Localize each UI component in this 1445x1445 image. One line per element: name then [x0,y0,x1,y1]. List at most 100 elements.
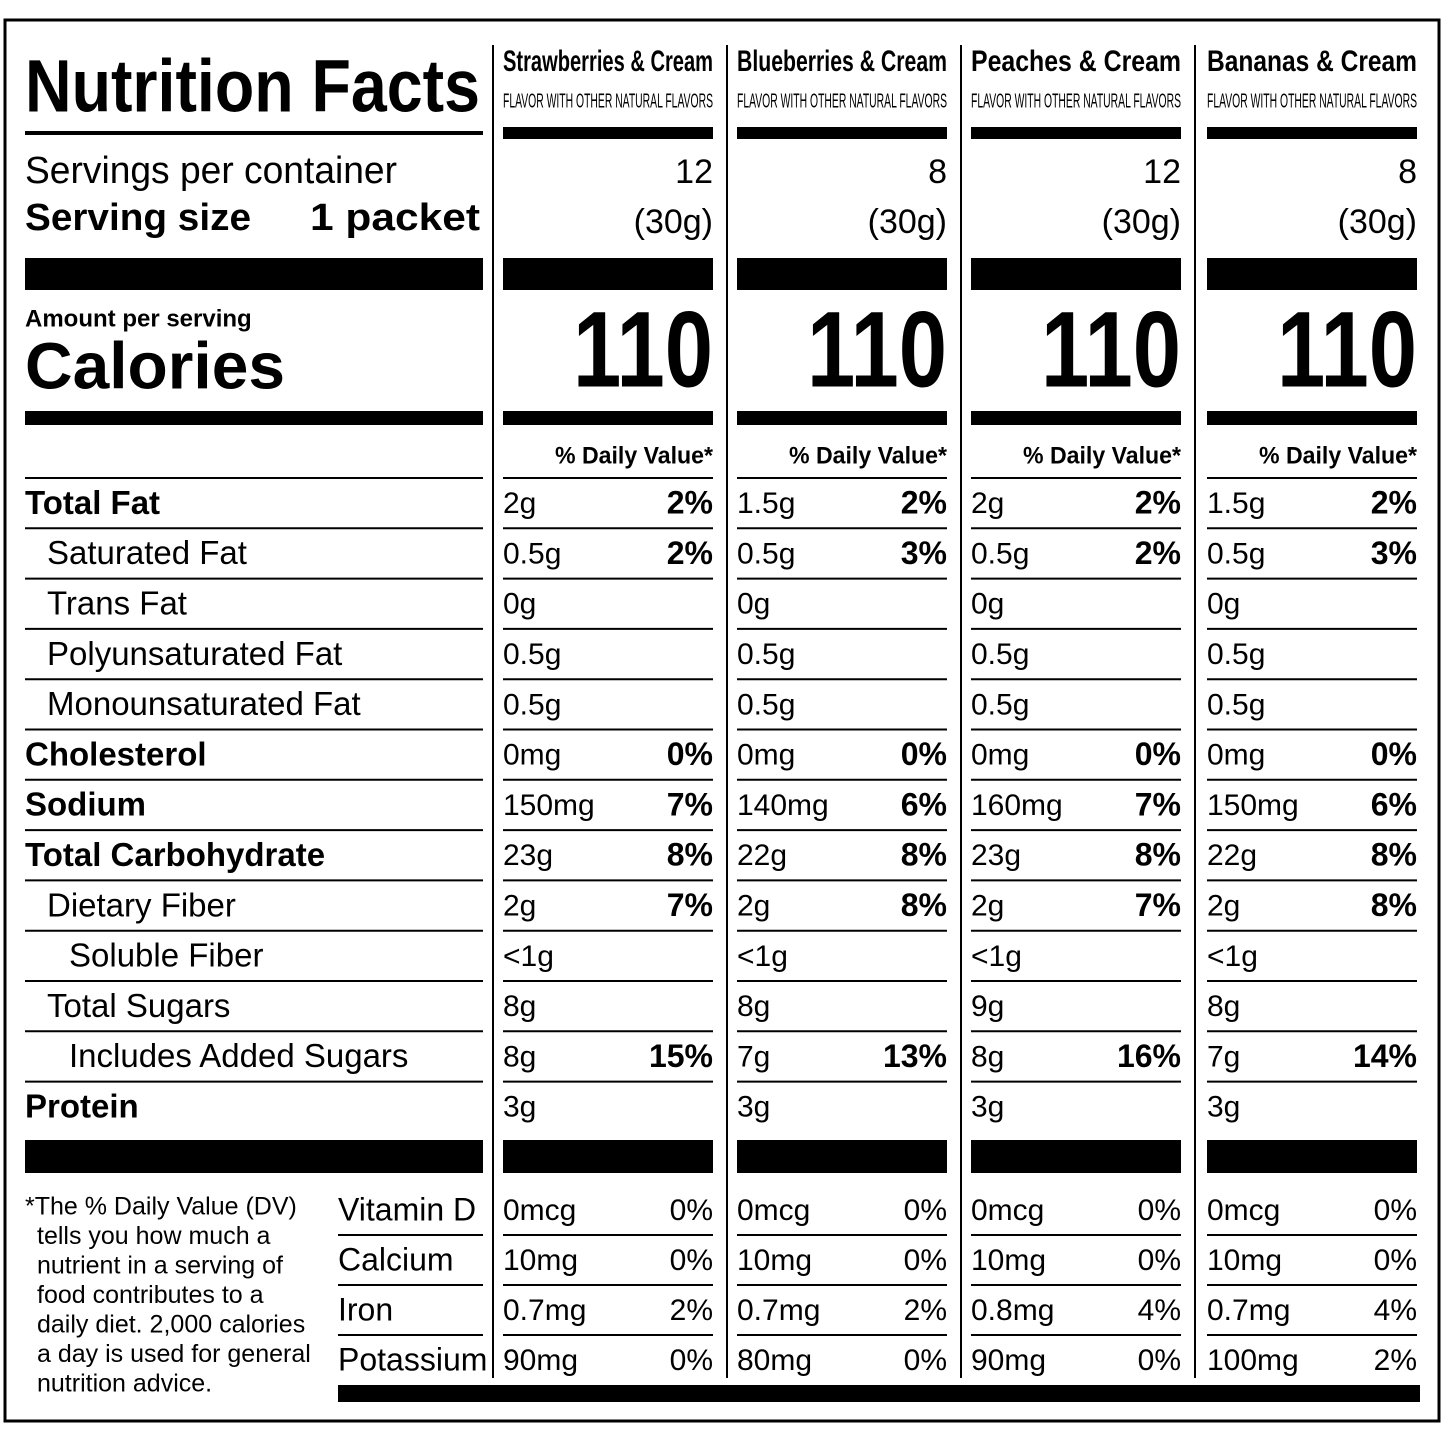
rule [1207,258,1417,290]
nutrient-dv: 6% [1371,786,1417,822]
servings-value: 8 [928,153,947,191]
nutrient-amount: <1g [1207,940,1258,973]
nutrient-dv: 8% [667,837,713,873]
dv-header: % Daily Value* [789,442,948,469]
servings-value: 12 [1143,153,1181,191]
nutrient-amount: <1g [503,940,554,973]
vitamin-amount: 10mg [971,1244,1046,1277]
nutrient-dv: 7% [667,786,713,822]
nutrient-name: Sodium [25,786,146,823]
nutrient-amount: 0g [971,588,1004,621]
rule [971,411,1181,425]
vitamin-name: Calcium [338,1241,454,1277]
nutrient-dv: 13% [883,1038,947,1074]
calories-value: 110 [1277,289,1417,410]
product-name: Bananas & Cream [1207,45,1417,78]
vitamin-name: Vitamin D [338,1191,476,1227]
nutrient-dv: 8% [1135,837,1181,873]
nutrient-amount: 140mg [737,789,829,822]
nutrient-dv: 2% [667,535,713,571]
footnote-line: *The % Daily Value (DV) [25,1193,297,1221]
nutrient-amount: 7g [737,1040,770,1073]
nutrient-amount: 22g [1207,839,1257,872]
footnote-line: food contributes to a [37,1281,264,1309]
nutrient-name: Protein [25,1087,139,1124]
vitamin-dv: 0% [670,1244,713,1277]
vitamin-amount: 0.7mg [1207,1294,1290,1327]
vitamin-dv: 0% [670,1344,713,1377]
vitamin-amount: 0mcg [1207,1194,1280,1227]
nutrient-amount: 0mg [503,739,561,772]
vitamin-amount: 0mcg [503,1194,576,1227]
vitamin-dv: 4% [1374,1294,1417,1327]
nutrient-name: Total Carbohydrate [25,836,325,873]
nutrient-amount: 0.5g [503,638,561,671]
nutrient-dv: 2% [667,485,713,521]
nutrient-amount: 0.5g [1207,638,1265,671]
rule [503,411,713,425]
nutrient-amount: 23g [971,839,1021,872]
rule [338,1385,1420,1402]
nutrient-amount: 0g [737,588,770,621]
calories-value: 110 [807,289,947,410]
calories-value: 110 [1041,289,1181,410]
footnote-line: a day is used for general [37,1340,311,1368]
vitamin-amount: 0.7mg [503,1294,586,1327]
nutrient-amount: 8g [737,990,770,1023]
nutrient-amount: 8g [503,990,536,1023]
rule [1207,127,1417,139]
nutrient-amount: 3g [737,1091,770,1124]
serving-weight: (30g) [868,203,947,241]
nutrient-amount: 22g [737,839,787,872]
vitamin-amount: 0.7mg [737,1294,820,1327]
nutrient-amount: 0.5g [503,688,561,721]
serving-size-label: Serving size [25,197,251,239]
nutrient-dv: 2% [1371,485,1417,521]
serving-weight: (30g) [1102,203,1181,241]
nutrient-amount: 3g [503,1091,536,1124]
vitamin-amount: 100mg [1207,1344,1299,1377]
nutrient-dv: 3% [1371,535,1417,571]
nutrient-name: Saturated Fat [47,534,247,571]
rule [1207,411,1417,425]
serving-weight: (30g) [634,203,713,241]
nutrient-amount: 2g [1207,889,1240,922]
nutrient-amount: 160mg [971,789,1063,822]
nutrient-dv: 8% [901,887,947,923]
nutrient-amount: 2g [503,889,536,922]
nutrient-amount: 2g [737,889,770,922]
vitamin-dv: 0% [1138,1244,1181,1277]
vitamin-amount: 0mcg [737,1194,810,1227]
nutrient-dv: 3% [901,535,947,571]
servings-value: 8 [1398,153,1417,191]
nutrient-name: Total Fat [25,484,160,521]
vitamin-dv: 0% [1374,1194,1417,1227]
nutrient-name: Total Sugars [47,987,230,1024]
rule [971,1140,1181,1173]
nutrient-amount: 0.5g [503,537,561,570]
nutrient-amount: 0.5g [737,537,795,570]
vitamin-amount: 0mcg [971,1194,1044,1227]
nutrient-amount: 150mg [503,789,595,822]
rule [503,127,713,139]
vitamin-amount: 0.8mg [971,1294,1054,1327]
nutrient-dv: 7% [1135,786,1181,822]
nutrient-amount: 0.5g [1207,537,1265,570]
nutrient-name: Trans Fat [47,584,187,621]
servings-value: 12 [675,153,713,191]
amount-per-serving: Amount per serving [25,305,252,332]
nutrient-name: Includes Added Sugars [69,1037,408,1074]
product-subtitle: FLAVOR WITH OTHER NATURAL FLAVORS [1207,90,1417,112]
vitamin-dv: 0% [904,1194,947,1227]
vitamin-dv: 2% [670,1294,713,1327]
servings-label: Servings per container [25,150,397,192]
footnote-line: tells you how much a [37,1222,271,1250]
rule [737,127,947,139]
vitamin-amount: 10mg [737,1244,812,1277]
dv-header: % Daily Value* [555,442,714,469]
rule [737,258,947,290]
nutrient-name: Monounsaturated Fat [47,685,361,722]
nutrient-amount: 2g [971,889,1004,922]
nutrient-amount: 0.5g [971,638,1029,671]
